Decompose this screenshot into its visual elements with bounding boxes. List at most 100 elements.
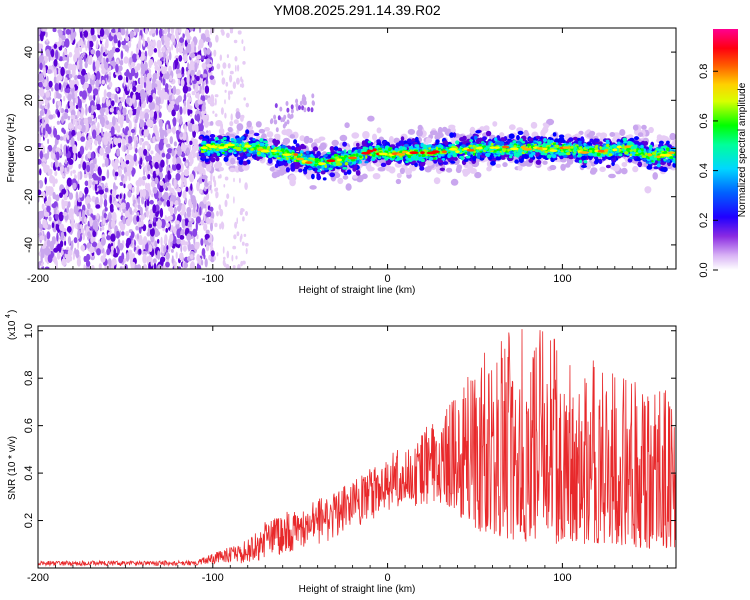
band-outer — [322, 177, 327, 181]
noise-speck — [111, 100, 115, 107]
noise-speck — [183, 262, 188, 269]
sparse-noise-speck — [233, 39, 238, 44]
noise-speck — [189, 262, 193, 269]
sparse-noise-speck — [241, 83, 245, 88]
noise-speck — [128, 175, 131, 182]
noise-speck — [68, 122, 73, 130]
noise-speck — [90, 163, 95, 168]
ridge-speck — [273, 119, 277, 125]
noise-speck — [67, 115, 71, 121]
band-halo — [235, 111, 241, 120]
noise-speck — [109, 65, 112, 72]
noise-speck — [162, 91, 169, 100]
noise-speck — [51, 222, 55, 229]
band-outer — [209, 134, 216, 138]
noise-speck — [84, 186, 89, 195]
noise-speck — [47, 254, 53, 263]
noise-speck — [155, 96, 159, 106]
noise-speck — [184, 124, 188, 134]
noise-speck — [38, 158, 42, 165]
noise-speck — [46, 69, 53, 74]
noise-speck — [169, 75, 173, 82]
noise-speck — [175, 57, 179, 66]
noise-speck — [176, 73, 182, 79]
noise-speck — [57, 166, 61, 171]
noise-speck — [100, 215, 103, 221]
noise-speck — [90, 49, 96, 55]
noise-speck — [138, 146, 143, 157]
noise-speck — [99, 147, 104, 156]
noise-speck — [124, 171, 128, 182]
noise-speck — [83, 39, 86, 45]
noise-speck — [176, 228, 181, 239]
band-halo — [469, 167, 477, 174]
noise-speck — [115, 63, 119, 73]
noise-speck — [42, 162, 46, 168]
sparse-noise-speck — [228, 94, 231, 101]
noise-speck — [175, 251, 178, 259]
noise-speck — [180, 131, 183, 138]
noise-speck — [179, 106, 183, 115]
noise-speck — [100, 237, 106, 246]
noise-speck — [112, 116, 116, 126]
noise-speck — [160, 218, 166, 229]
sparse-noise-speck — [216, 210, 219, 217]
noise-speck — [119, 193, 122, 199]
sparse-noise-speck — [213, 179, 217, 188]
noise-speck — [47, 168, 53, 176]
sparse-noise-speck — [237, 264, 241, 269]
noise-speck — [79, 56, 83, 67]
noise-speck — [190, 192, 193, 200]
band-outer — [459, 137, 465, 142]
noise-speck — [189, 140, 193, 145]
band-halo — [282, 137, 291, 145]
noise-speck — [49, 174, 55, 184]
noise-speck — [125, 230, 129, 237]
noise-speck — [195, 216, 201, 224]
noise-speck — [89, 143, 93, 151]
noise-speck — [58, 56, 64, 62]
sparse-noise-speck — [242, 61, 246, 65]
noise-speck — [55, 49, 59, 60]
noise-speck — [161, 68, 167, 75]
noise-speck — [47, 126, 52, 135]
noise-speck — [96, 52, 99, 58]
noise-speck — [126, 117, 130, 122]
noise-speck — [103, 34, 108, 40]
noise-speck — [69, 100, 73, 107]
band-halo — [258, 128, 266, 134]
noise-speck — [113, 248, 116, 256]
noise-speck — [42, 60, 46, 68]
noise-speck — [121, 138, 126, 146]
sparse-noise-speck — [229, 121, 234, 127]
sparse-noise-speck — [237, 30, 242, 35]
sparse-noise-speck — [214, 222, 218, 228]
noise-speck — [129, 255, 134, 261]
band-halo — [388, 136, 394, 144]
noise-speck — [130, 128, 136, 134]
noise-speck — [92, 173, 97, 181]
noise-speck — [89, 246, 95, 254]
noise-speck — [160, 159, 165, 168]
noise-speck — [70, 114, 76, 120]
noise-speck — [186, 43, 192, 54]
band-outer — [598, 158, 603, 164]
sparse-noise-speck — [224, 99, 226, 105]
noise-speck — [158, 96, 161, 105]
noise-speck — [105, 49, 108, 55]
noise-speck — [125, 252, 130, 262]
noise-speck — [39, 89, 45, 98]
noise-speck — [144, 108, 150, 114]
noise-speck — [205, 192, 210, 201]
sparse-noise-speck — [217, 175, 221, 179]
noise-speck — [81, 68, 86, 77]
noise-speck — [90, 28, 95, 37]
noise-speck — [75, 96, 79, 105]
sparse-noise-speck — [244, 242, 249, 247]
noise-speck — [51, 236, 55, 242]
noise-speck — [82, 232, 85, 241]
noise-speck — [125, 36, 130, 42]
noise-speck — [77, 134, 81, 142]
noise-speck — [100, 111, 105, 117]
sparse-noise-speck — [230, 113, 233, 121]
